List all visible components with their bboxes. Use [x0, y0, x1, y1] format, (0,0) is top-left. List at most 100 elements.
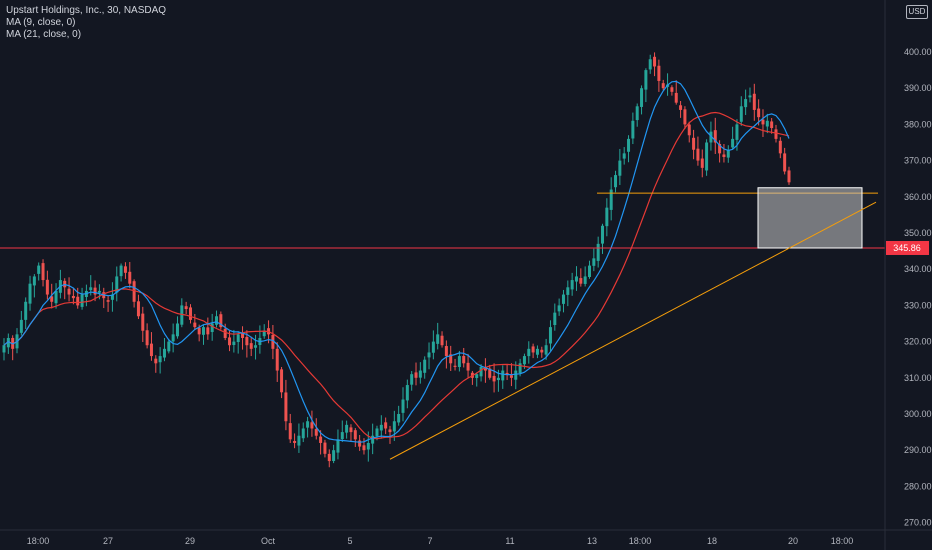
- price-tick: 280.00: [904, 481, 932, 491]
- candle-body: [232, 341, 236, 346]
- candle-body: [466, 362, 470, 371]
- candle-body: [683, 109, 687, 125]
- candle-body: [726, 149, 730, 158]
- candle-body: [24, 301, 28, 320]
- candle-body: [483, 367, 487, 371]
- candle-body: [254, 345, 258, 348]
- candle-body: [162, 348, 166, 358]
- candle-body: [197, 327, 201, 335]
- candle-body: [275, 348, 279, 371]
- candle-body: [332, 450, 336, 462]
- candle-body: [310, 422, 314, 429]
- price-tick: 330.00: [904, 300, 932, 310]
- candle-body: [518, 363, 522, 374]
- candle-body: [601, 225, 605, 244]
- candle-body: [392, 421, 396, 432]
- time-axis: 18:00 27 29 Oct 5 7 11 13 18:00 18 20 18:00: [0, 529, 932, 546]
- currency-badge[interactable]: USD: [906, 5, 928, 19]
- price-tick: 380.00: [904, 119, 932, 129]
- candle-body: [206, 327, 210, 335]
- time-tick: 11: [505, 536, 514, 546]
- candle-body: [366, 442, 370, 450]
- candle-body: [245, 337, 249, 346]
- candle-body: [627, 138, 631, 152]
- candle-body: [219, 314, 223, 328]
- time-tick: 18:00: [831, 536, 854, 546]
- candle-body: [262, 330, 266, 337]
- candle-body: [783, 153, 787, 172]
- candle-body: [561, 294, 565, 304]
- candle-body: [410, 374, 414, 385]
- candle-body: [770, 121, 774, 129]
- candle-body: [440, 335, 444, 346]
- candle-body: [319, 436, 323, 443]
- candle-body: [362, 445, 366, 451]
- candle-body: [149, 343, 153, 357]
- price-tick: 300.00: [904, 409, 932, 419]
- candle-body: [19, 319, 23, 333]
- candle-body: [540, 349, 544, 353]
- candle-body: [89, 287, 93, 291]
- candle-body: [54, 290, 58, 304]
- candle-body: [67, 288, 71, 295]
- time-tick: 18:00: [629, 536, 652, 546]
- time-tick: 13: [587, 536, 597, 546]
- candle-body: [522, 356, 526, 365]
- candle-body: [50, 296, 54, 302]
- candle-body: [631, 120, 635, 139]
- time-tick: 18: [707, 536, 717, 546]
- candle-body: [228, 337, 232, 346]
- candle-body: [557, 305, 561, 312]
- candle-body: [713, 130, 717, 143]
- candle-body: [583, 276, 587, 284]
- candle-body: [718, 143, 722, 154]
- time-tick: 7: [427, 536, 432, 546]
- candle-body: [353, 430, 357, 440]
- candle-body: [644, 70, 648, 90]
- candle-body: [635, 106, 639, 121]
- candle-body: [119, 265, 123, 277]
- candle-body: [579, 278, 583, 284]
- candle-body: [145, 330, 149, 346]
- candle-body: [735, 124, 739, 140]
- chart-legend: Upstart Holdings, Inc., 30, NASDAQ MA (9…: [6, 5, 166, 41]
- candle-body: [2, 345, 6, 353]
- candle-body: [531, 346, 535, 353]
- time-tick: 20: [788, 536, 798, 546]
- candle-body: [301, 428, 305, 439]
- candle-body: [236, 334, 240, 343]
- candle-body: [527, 348, 531, 357]
- candle-body: [110, 294, 114, 300]
- candle-body: [32, 276, 36, 286]
- candle-body: [336, 439, 340, 453]
- candle-body: [553, 312, 557, 325]
- candle-body: [535, 348, 539, 355]
- candle-body: [596, 243, 600, 261]
- candle-body: [687, 124, 691, 136]
- candle-body: [388, 429, 392, 433]
- candle-body: [427, 352, 431, 358]
- candle-body: [293, 440, 297, 443]
- candle-body: [80, 294, 84, 307]
- candle-body: [653, 56, 657, 67]
- candle-body: [106, 300, 110, 302]
- candle-body: [154, 358, 158, 364]
- candle-body: [128, 271, 132, 284]
- candle-body: [436, 334, 440, 344]
- ma21-line: [3, 111, 790, 440]
- candle-body: [778, 140, 782, 154]
- candle-body: [622, 153, 626, 159]
- candle-body: [202, 327, 206, 335]
- candle-body: [171, 334, 175, 342]
- candle-body: [618, 160, 622, 176]
- candle-body: [501, 370, 505, 381]
- candle-body: [462, 355, 466, 364]
- candle-body: [297, 435, 301, 446]
- candle-body: [249, 343, 253, 349]
- candle-body: [548, 327, 552, 344]
- candle-body: [453, 365, 457, 367]
- candle-body: [657, 65, 661, 81]
- candle-body: [115, 276, 119, 293]
- candle-body: [418, 370, 422, 378]
